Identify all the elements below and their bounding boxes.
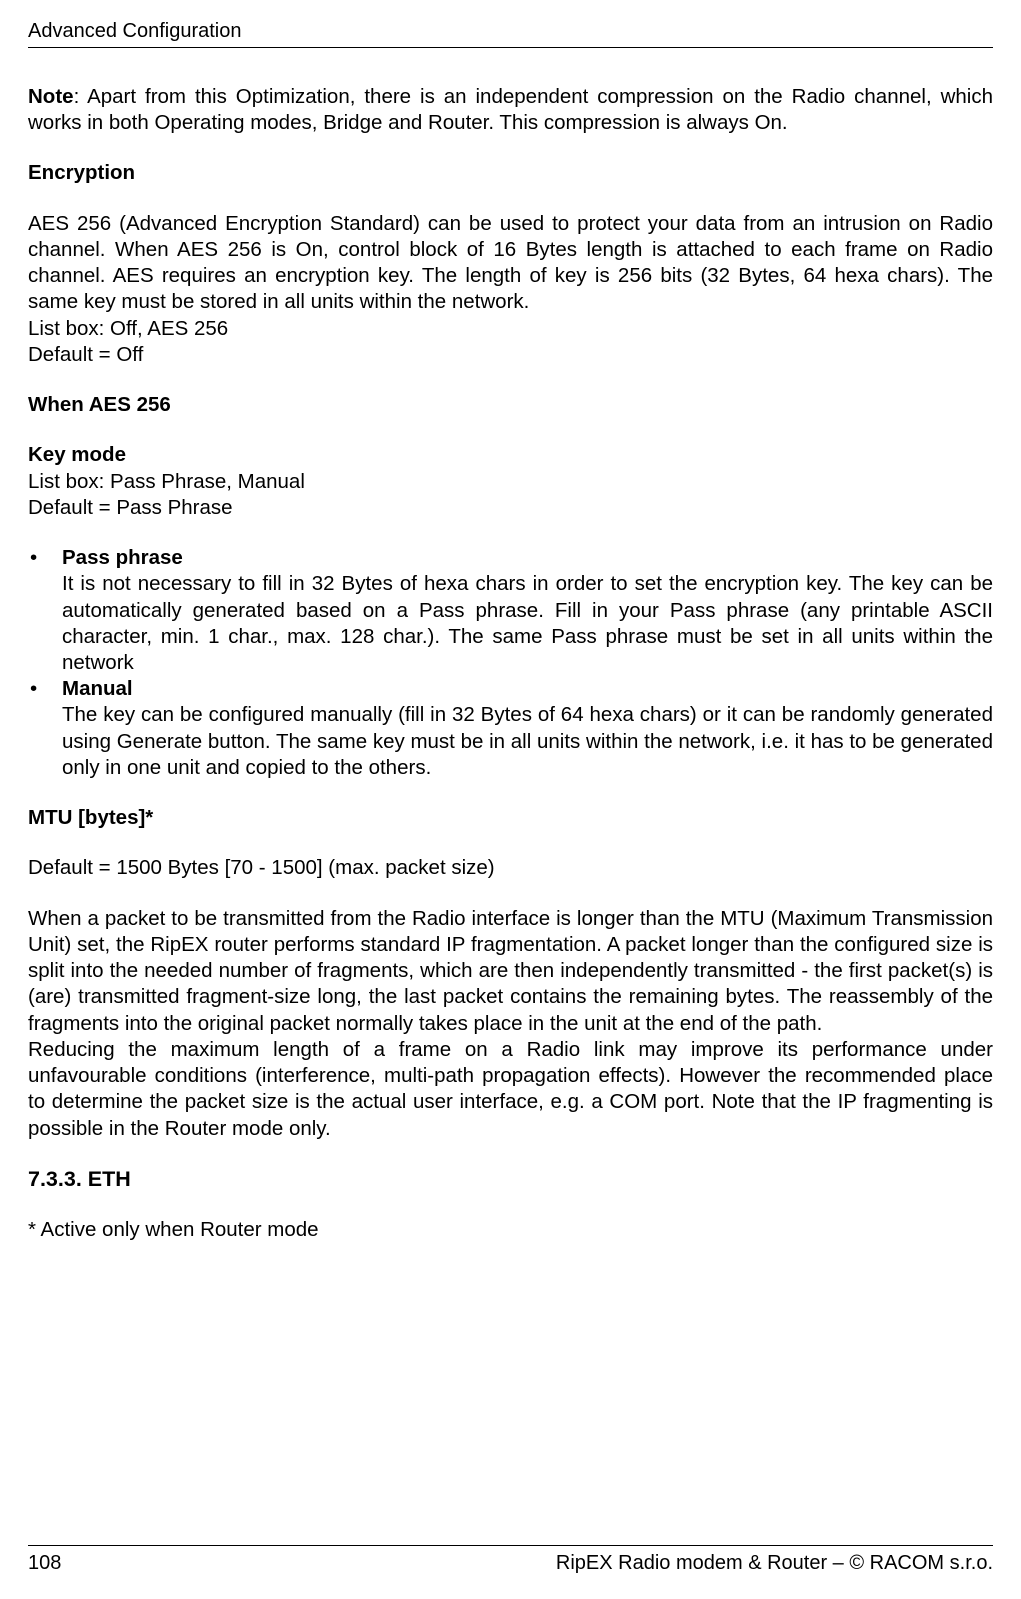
keymode-list: Pass phrase It is not necessary to fill …: [28, 545, 993, 781]
encryption-p2: List box: Off, AES 256: [28, 316, 993, 342]
footer-text: RipEX Radio modem & Router – © RACOM s.r…: [556, 1552, 993, 1575]
keymode-block: Key mode List box: Pass Phrase, Manual D…: [28, 442, 993, 521]
aes-heading: When AES 256: [28, 392, 993, 418]
encryption-p1: AES 256 (Advanced Encryption Standard) c…: [28, 211, 993, 316]
note-label: Note: [28, 85, 74, 108]
header-title: Advanced Configuration: [28, 20, 241, 42]
note-text: : Apart from this Optimization, there is…: [28, 85, 993, 134]
mtu-block: When a packet to be transmitted from the…: [28, 906, 993, 1142]
page-footer: 108 RipEX Radio modem & Router – © RACOM…: [28, 1545, 993, 1575]
list-item-text: It is not necessary to fill in 32 Bytes …: [62, 572, 993, 674]
note-paragraph: Note: Apart from this Optimization, ther…: [28, 84, 993, 136]
page-body: Note: Apart from this Optimization, ther…: [28, 84, 993, 1243]
mtu-p3: Reducing the maximum length of a frame o…: [28, 1037, 993, 1142]
list-item-text: The key can be configured manually (fill…: [62, 703, 993, 778]
list-item-title: Manual: [62, 677, 133, 700]
keymode-heading: Key mode: [28, 442, 993, 468]
list-item: Pass phrase It is not necessary to fill …: [28, 545, 993, 676]
mtu-p2: When a packet to be transmitted from the…: [28, 906, 993, 1037]
eth-note: * Active only when Router mode: [28, 1217, 993, 1243]
page-header: Advanced Configuration: [28, 20, 993, 48]
list-item-title: Pass phrase: [62, 546, 183, 569]
encryption-block: AES 256 (Advanced Encryption Standard) c…: [28, 211, 993, 368]
footer-page-number: 108: [28, 1552, 61, 1575]
encryption-heading: Encryption: [28, 160, 993, 186]
mtu-p1: Default = 1500 Bytes [70 - 1500] (max. p…: [28, 855, 993, 881]
keymode-p2: Default = Pass Phrase: [28, 495, 993, 521]
list-item: Manual The key can be configured manuall…: [28, 676, 993, 781]
mtu-heading: MTU [bytes]*: [28, 805, 993, 831]
encryption-p3: Default = Off: [28, 342, 993, 368]
eth-heading: 7.3.3. ETH: [28, 1166, 993, 1194]
keymode-p1: List box: Pass Phrase, Manual: [28, 469, 993, 495]
